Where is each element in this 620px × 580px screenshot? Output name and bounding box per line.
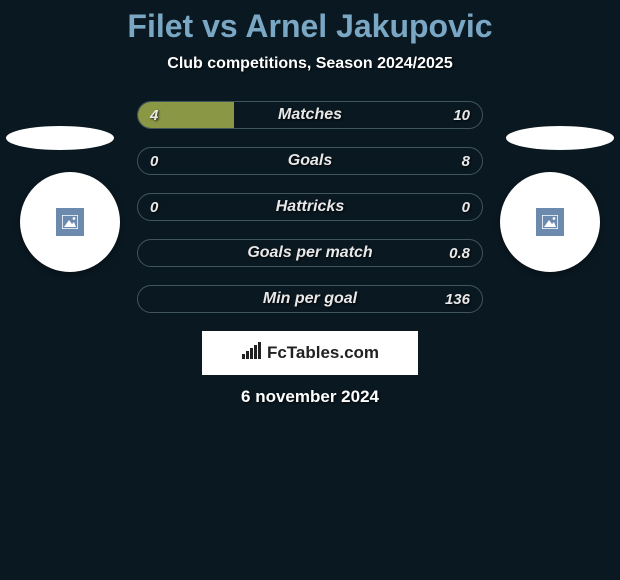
picture-icon: [62, 215, 78, 229]
image-placeholder-icon: [56, 208, 84, 236]
image-placeholder-icon: [536, 208, 564, 236]
stat-value-right: 0.8: [449, 245, 470, 262]
stat-value-right: 10: [453, 107, 470, 124]
player-shadow-left: [6, 126, 114, 150]
subtitle: Club competitions, Season 2024/2025: [0, 55, 620, 73]
picture-icon: [542, 215, 558, 229]
stat-label: Goals per match: [138, 244, 482, 262]
stat-value-right: 0: [462, 199, 470, 216]
team-badge-right: [500, 172, 600, 272]
stat-label: Goals: [138, 152, 482, 170]
player-shadow-right: [506, 126, 614, 150]
attribution-box: FcTables.com: [202, 331, 418, 375]
attribution-label: FcTables.com: [267, 343, 379, 363]
date-label: 6 november 2024: [0, 387, 620, 407]
stat-label: Hattricks: [138, 198, 482, 216]
stat-row: 0Goals8: [137, 147, 483, 175]
team-badge-left: [20, 172, 120, 272]
stat-value-right: 136: [445, 291, 470, 308]
stat-value-right: 8: [462, 153, 470, 170]
stat-row: 4Matches10: [137, 101, 483, 129]
stats-bars: 4Matches100Goals80Hattricks0Goals per ma…: [137, 101, 483, 313]
stat-label: Matches: [138, 106, 482, 124]
stat-row: Min per goal136: [137, 285, 483, 313]
signal-bars-icon: [241, 342, 263, 365]
stat-label: Min per goal: [138, 290, 482, 308]
infographic-container: Filet vs Arnel Jakupovic Club competitio…: [0, 0, 620, 407]
stat-row: 0Hattricks0: [137, 193, 483, 221]
attribution-text: FcTables.com: [241, 342, 379, 365]
page-title: Filet vs Arnel Jakupovic: [0, 8, 620, 45]
stat-row: Goals per match0.8: [137, 239, 483, 267]
